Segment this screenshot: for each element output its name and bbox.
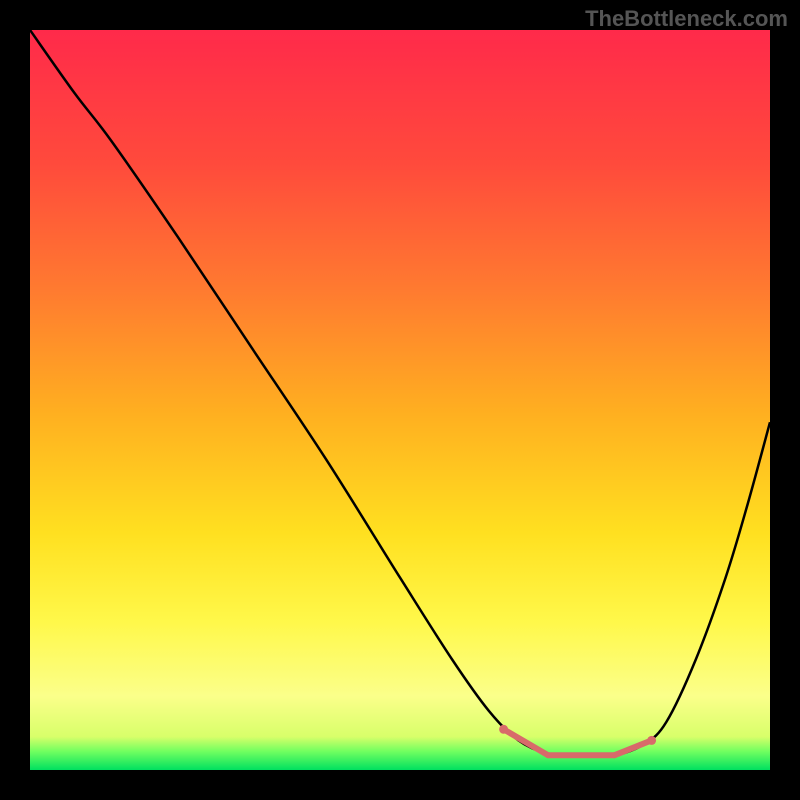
chart-svg — [30, 30, 770, 770]
bottleneck-curve-chart — [30, 30, 770, 770]
watermark-text: TheBottleneck.com — [585, 6, 788, 32]
gradient-background — [30, 30, 770, 770]
